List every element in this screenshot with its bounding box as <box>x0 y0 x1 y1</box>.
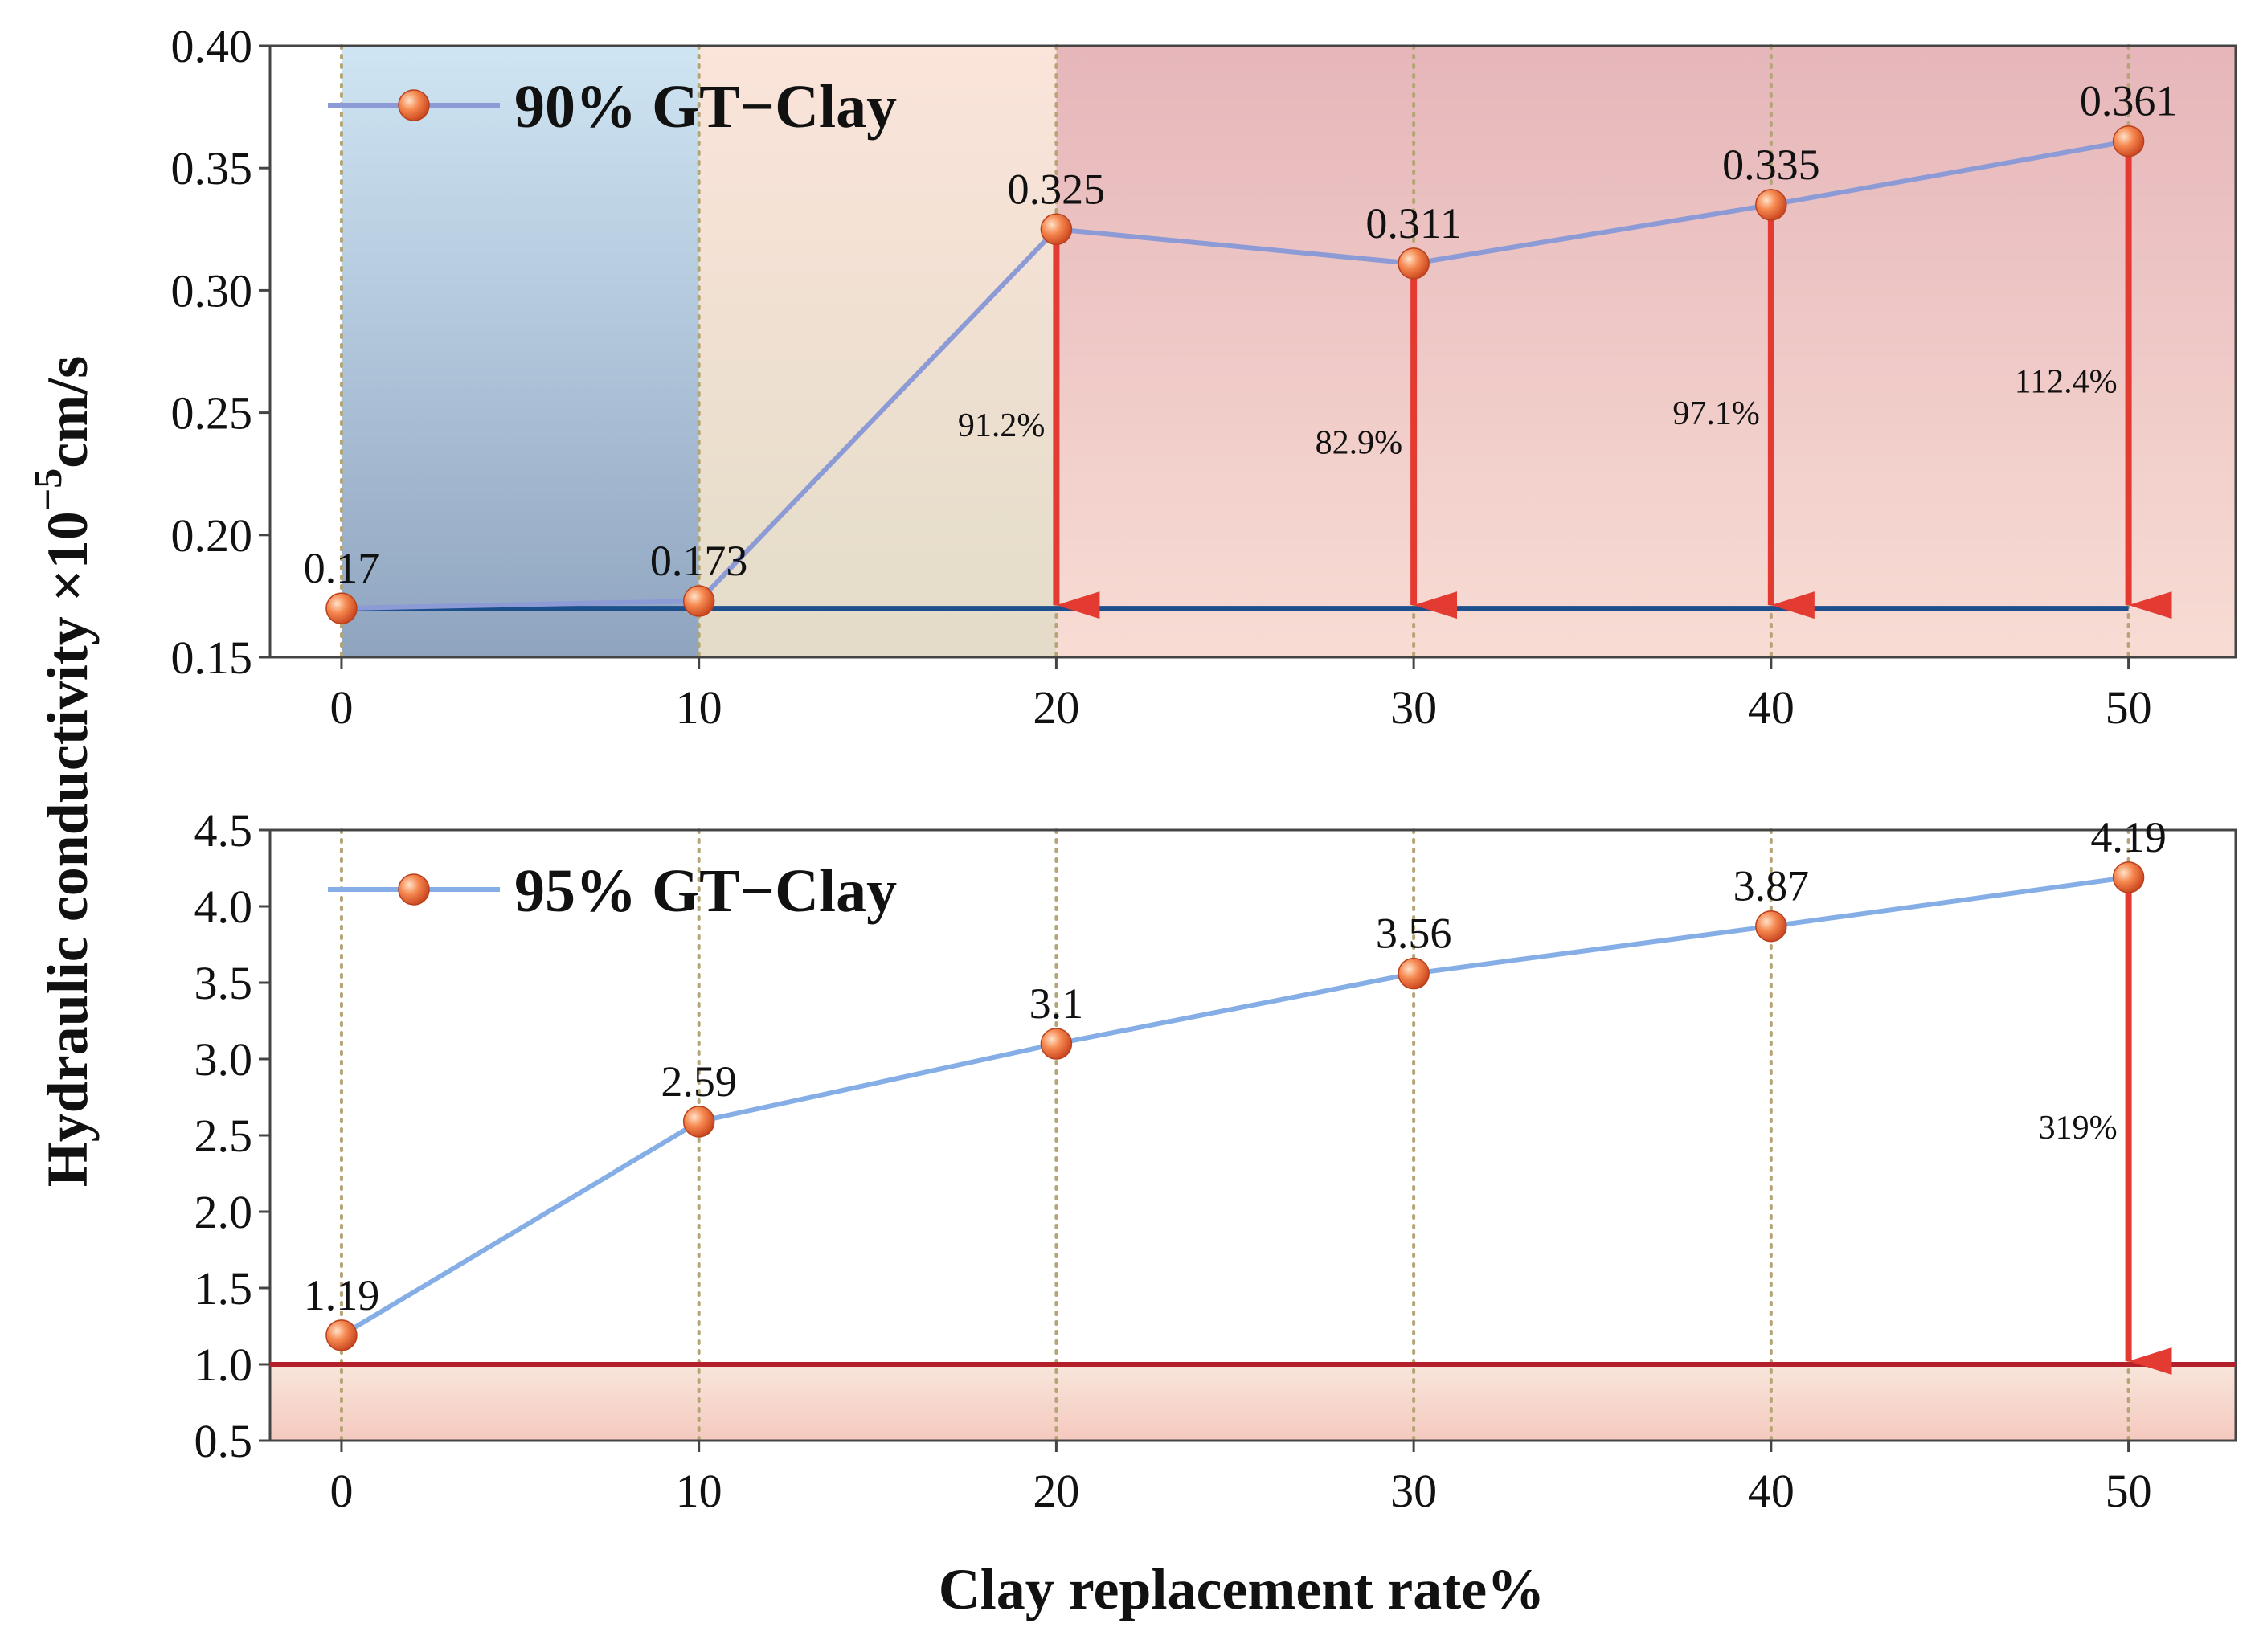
background-region-0 <box>341 46 699 657</box>
y-axis-title-unit: cm/s <box>35 356 100 468</box>
y-tick-label: 0.20 <box>171 509 253 562</box>
legend-label: 95% GT−Clay <box>514 857 897 925</box>
y-tick-label: 4.5 <box>194 804 253 857</box>
data-point <box>682 1106 715 1138</box>
legend-marker <box>398 873 430 906</box>
y-tick-label: 3.5 <box>194 957 253 1009</box>
data-label: 0.173 <box>650 537 748 585</box>
data-label: 1.19 <box>304 1271 380 1319</box>
data-point <box>1398 247 1430 280</box>
background-region-2 <box>1056 46 2236 657</box>
x-tick-label: 10 <box>676 681 722 734</box>
data-point <box>2112 861 2145 893</box>
data-point <box>1040 213 1073 246</box>
reference-band <box>270 1364 2236 1441</box>
y-axis-title: Hydraulic conductivity ×10−5cm/s <box>25 356 100 1188</box>
data-label: 0.335 <box>1722 141 1820 189</box>
background-region-1 <box>698 46 1057 657</box>
data-label: 0.311 <box>1365 199 1462 247</box>
increase-label: 112.4% <box>2015 363 2118 400</box>
data-point <box>1040 1028 1073 1060</box>
y-axis-title-text: Hydraulic conductivity ×10−5cm/s <box>25 356 100 1188</box>
legend-label: 90% GT−Clay <box>514 73 897 141</box>
data-point <box>1398 957 1430 990</box>
data-point <box>1755 189 1787 221</box>
data-label: 0.325 <box>1008 165 1106 213</box>
x-tick-label: 50 <box>2106 1465 2152 1517</box>
data-point <box>325 1319 358 1351</box>
y-tick-label: 0.35 <box>171 142 253 194</box>
data-label: 3.1 <box>1029 979 1084 1028</box>
legend-marker <box>398 89 430 121</box>
data-point <box>2112 125 2145 157</box>
x-tick-label: 0 <box>329 681 353 734</box>
data-label: 3.87 <box>1733 862 1810 910</box>
y-tick-label: 0.25 <box>171 387 253 440</box>
y-tick-label: 1.5 <box>194 1262 253 1315</box>
y-tick-label: 0.30 <box>171 264 253 317</box>
y-tick-label: 2.5 <box>194 1110 253 1162</box>
series-line <box>341 138 2130 611</box>
increase-label: 91.2% <box>958 407 1046 444</box>
panel-90: 0.15 0.20 0.25 0.30 0.35 0.40 0 10 20 30 40 50 91.2%… <box>171 20 2237 734</box>
data-label: 4.19 <box>2090 813 2167 861</box>
x-tick-label: 40 <box>1748 1465 1795 1517</box>
x-tick-label: 30 <box>1390 681 1437 734</box>
increase-label: 82.9% <box>1316 425 1403 462</box>
x-tick-label: 30 <box>1390 1465 1437 1517</box>
data-label: 0.17 <box>304 544 380 592</box>
data-point <box>325 592 358 624</box>
data-point <box>1755 910 1787 943</box>
y-axis-title-exponent: −5 <box>25 468 70 512</box>
y-tick-label: 1.0 <box>194 1339 253 1391</box>
series-line <box>340 874 2129 1338</box>
data-label: 2.59 <box>661 1057 737 1106</box>
data-point <box>682 585 715 617</box>
x-axis-title: Clay replacement rate% <box>939 1557 1545 1621</box>
x-tick-label: 20 <box>1033 681 1079 734</box>
increase-label: 319% <box>2039 1110 2118 1147</box>
data-label: 0.361 <box>2080 77 2178 125</box>
data-label: 3.56 <box>1376 910 1452 958</box>
x-tick-label: 10 <box>676 1465 722 1517</box>
x-tick-label: 20 <box>1033 1465 1079 1517</box>
x-tick-label: 50 <box>2106 681 2152 734</box>
y-axis-title-main: Hydraulic conductivity ×10 <box>35 511 100 1187</box>
y-tick-label: 0.40 <box>171 20 253 72</box>
y-tick-label: 2.0 <box>194 1186 253 1238</box>
y-tick-label: 0.15 <box>171 632 253 684</box>
y-tick-label: 3.0 <box>194 1033 253 1086</box>
increase-label: 97.1% <box>1672 395 1760 432</box>
y-tick-label: 0.5 <box>194 1415 253 1467</box>
panel-95: 0.5 1.0 1.5 2.0 2.5 3.0 3.5 4.0 4.5 0 10 20 30 40 50 31… <box>194 804 2237 1517</box>
plot-frame <box>268 44 2237 659</box>
y-tick-label: 4.0 <box>194 881 253 933</box>
x-tick-label: 0 <box>329 1465 353 1517</box>
x-tick-label: 40 <box>1748 681 1795 734</box>
